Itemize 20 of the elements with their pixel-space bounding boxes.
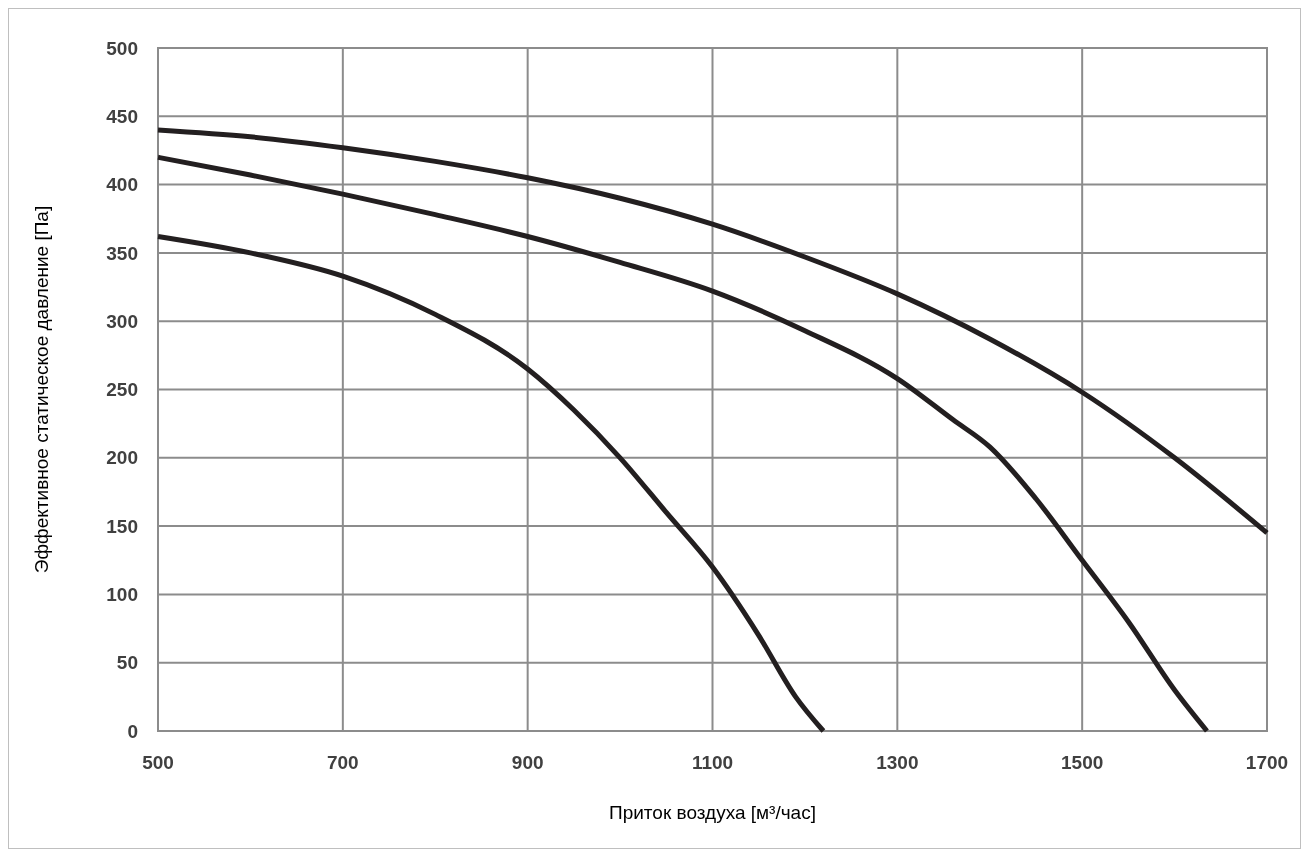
y-tick-label: 450 bbox=[106, 105, 138, 127]
x-tick-label: 1500 bbox=[1061, 752, 1104, 773]
y-tick-label: 0 bbox=[127, 720, 138, 742]
x-axis-title: Приток воздуха [м³/час] bbox=[609, 802, 816, 823]
y-tick-label: 350 bbox=[106, 242, 138, 264]
y-axis-title: Эффективное статическое давление [Па] bbox=[31, 205, 52, 574]
x-tick-label: 1300 bbox=[876, 752, 919, 773]
y-tick-label: 250 bbox=[106, 379, 138, 401]
y-tick-label: 200 bbox=[106, 447, 138, 469]
x-tick-label: 900 bbox=[511, 752, 544, 773]
y-tick-label: 400 bbox=[106, 174, 138, 196]
x-tick-label: 1700 bbox=[1245, 752, 1289, 773]
x-tick-label: 500 bbox=[142, 752, 174, 773]
y-tick-label: 300 bbox=[106, 310, 138, 332]
x-tick-label: 700 bbox=[326, 752, 359, 773]
y-tick-label: 500 bbox=[106, 37, 138, 59]
y-tick-label: 100 bbox=[106, 584, 138, 606]
x-tick-label: 1100 bbox=[691, 752, 734, 773]
y-tick-label: 150 bbox=[106, 515, 138, 537]
y-tick-label: 50 bbox=[116, 652, 138, 674]
